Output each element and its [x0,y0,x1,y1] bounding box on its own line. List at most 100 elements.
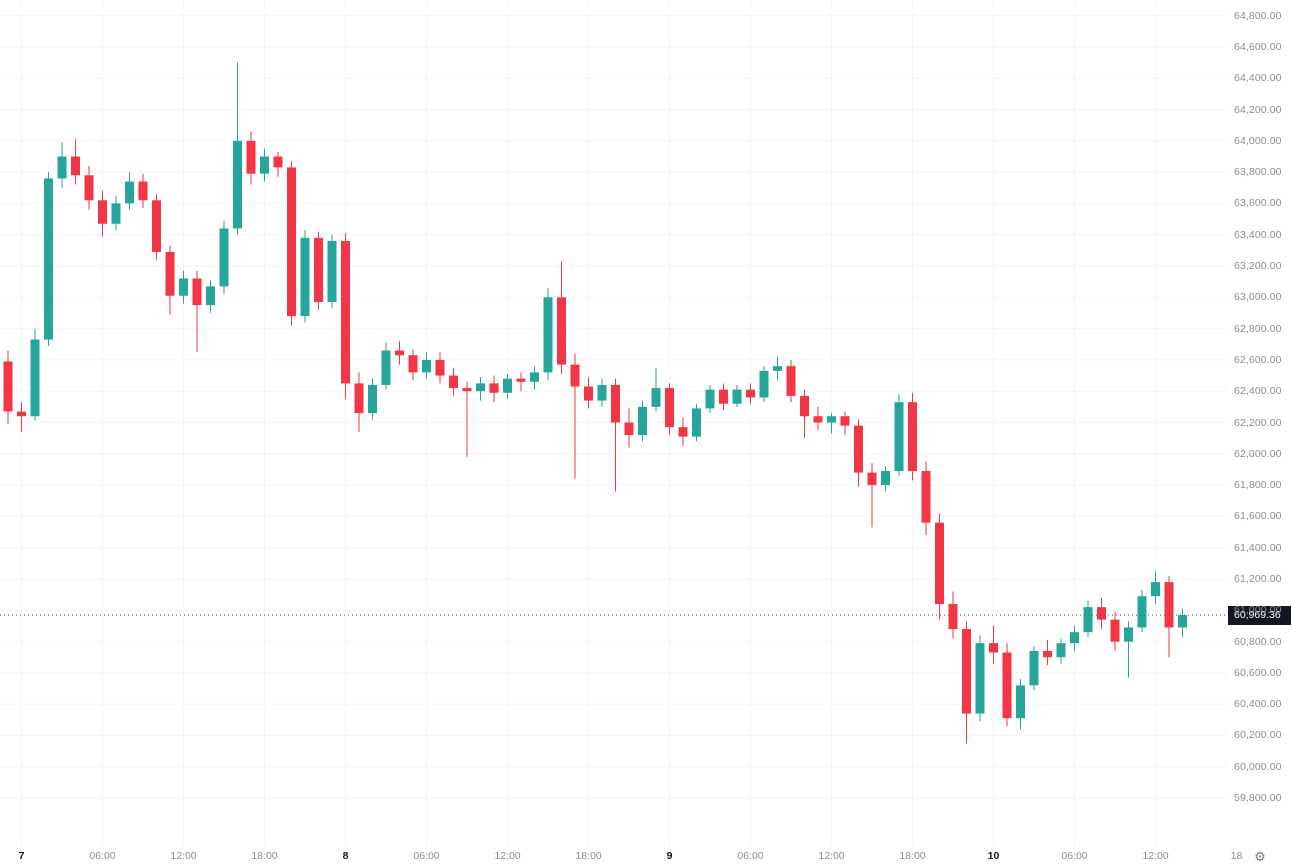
price-tick-label: 64,400.00 [1234,72,1282,85]
price-tick-label: 60,200.00 [1234,729,1282,742]
candle-body-up [597,384,607,401]
candle-body-up [1124,627,1133,642]
candle-body-up [179,278,188,296]
candle-body-down [98,200,107,224]
time-tick-label-hour: 18:00 [899,850,926,862]
candle-body-up [30,339,40,417]
candle-body-down [854,425,863,473]
candle-body-up [651,388,661,407]
price-tick-label: 64,600.00 [1234,40,1282,53]
candle-body-down [1043,650,1052,658]
settings-gear-icon[interactable]: ⚙ [1254,849,1266,864]
candle-body-up [57,156,67,179]
candle-body-down [584,386,593,401]
candle-body-up [476,383,485,392]
candle-body-up [111,203,121,224]
candle-body-up [705,389,715,409]
candle-body-up [381,350,391,385]
candle-body-down [287,167,296,317]
candle-body-down [813,416,823,423]
price-tick-label: 62,000.00 [1234,447,1282,460]
candle-body-down [948,604,958,630]
price-tick-label: 62,400.00 [1234,385,1282,398]
candle-body-up [300,237,310,317]
time-tick-label-day: 9 [666,850,673,862]
candle-body-down [867,472,877,486]
price-tick-label: 61,600.00 [1234,510,1282,523]
price-tick-label: 63,800.00 [1234,166,1282,179]
price-tick-label: 61,000.00 [1234,604,1282,617]
candle-body-down [246,140,256,174]
time-tick-label-hour: 06:00 [1061,850,1088,862]
candle-body-down [138,181,148,201]
candle-body-down [408,355,418,373]
candle-body-up [125,181,134,204]
candle-body-up [638,406,647,436]
price-tick-label: 63,600.00 [1234,197,1282,210]
candle-body-down [557,297,566,365]
candle-body-down [1164,582,1174,628]
candle-body-up [503,378,512,393]
candle-body-down [1002,652,1012,719]
candle-body-down [3,361,13,412]
price-tick-label: 62,200.00 [1234,416,1282,429]
time-tick-label-hour: 18:00 [251,850,278,862]
candle-body-up [1137,596,1147,628]
candle-body-up [219,228,229,287]
time-tick-label-hour: 18:00 [575,850,602,862]
candle-body-down [678,427,688,437]
candle-body-up [1029,650,1039,686]
candle-body-down [1097,607,1106,620]
candle-body-down [192,278,202,306]
price-tick-label: 60,400.00 [1234,698,1282,711]
candle-body-up [44,178,53,340]
candle-body-down [624,422,634,436]
candle-body-down [165,251,175,296]
time-tick-label-hour: 12:00 [1142,850,1169,862]
time-tick-label-day: 8 [342,850,349,862]
time-tick-label-hour: 12:00 [818,850,845,862]
candle-body-down [719,389,728,404]
candle-body-down [314,237,323,303]
candle-body-up [881,471,890,486]
time-tick-label-hour: 12:00 [494,850,521,862]
candle-body-down [273,156,283,168]
candle-body-up [368,384,377,414]
candle-body-down [840,416,850,426]
candle-body-down [152,200,161,252]
price-tick-label: 63,400.00 [1234,228,1282,241]
price-tick-label: 60,000.00 [1234,760,1282,773]
price-tick-label: 61,800.00 [1234,479,1282,492]
candle-body-down [962,629,971,714]
candle-body-down [395,350,404,356]
candle-body-down [354,383,364,414]
price-tick-label: 62,600.00 [1234,353,1282,366]
candle-body-down [341,240,350,384]
price-tick-label: 63,200.00 [1234,260,1282,273]
candle-body-up [773,366,782,371]
candle-body-down [489,383,499,393]
candle-body-up [206,286,215,306]
candle-body-down [611,384,620,423]
candle-body-up [1070,632,1079,644]
price-tick-label: 60,600.00 [1234,666,1282,679]
candle-body-up [530,372,539,382]
last-price-badge: 60,969.36 [1228,605,1291,625]
price-tick-label: 62,800.00 [1234,322,1282,335]
price-tick-label: 61,400.00 [1234,541,1282,554]
time-tick-label-hour: 06:00 [413,850,440,862]
candle-body-up [422,359,431,373]
price-tick-label: 61,200.00 [1234,572,1282,585]
candle-body-down [800,395,809,417]
candle-body-down [516,378,526,382]
candle-body-up [827,416,836,423]
candle-body-up [327,240,337,303]
candle-body-down [665,388,674,428]
chart-plot-area[interactable] [0,0,1228,845]
price-axis[interactable]: 60,969.36 64,800.00 64,600.00 64,400.00 64,… [1228,0,1292,845]
time-tick-label-day: 7 [18,850,25,862]
candle-body-down [570,364,580,387]
time-axis[interactable]: 7 06:00 12:00 18:00 8 06:00 12:00 18:00 9 06:00 12… [0,845,1292,868]
time-tick-label-day: 10 [987,850,1000,862]
candle-body-up [543,297,553,373]
